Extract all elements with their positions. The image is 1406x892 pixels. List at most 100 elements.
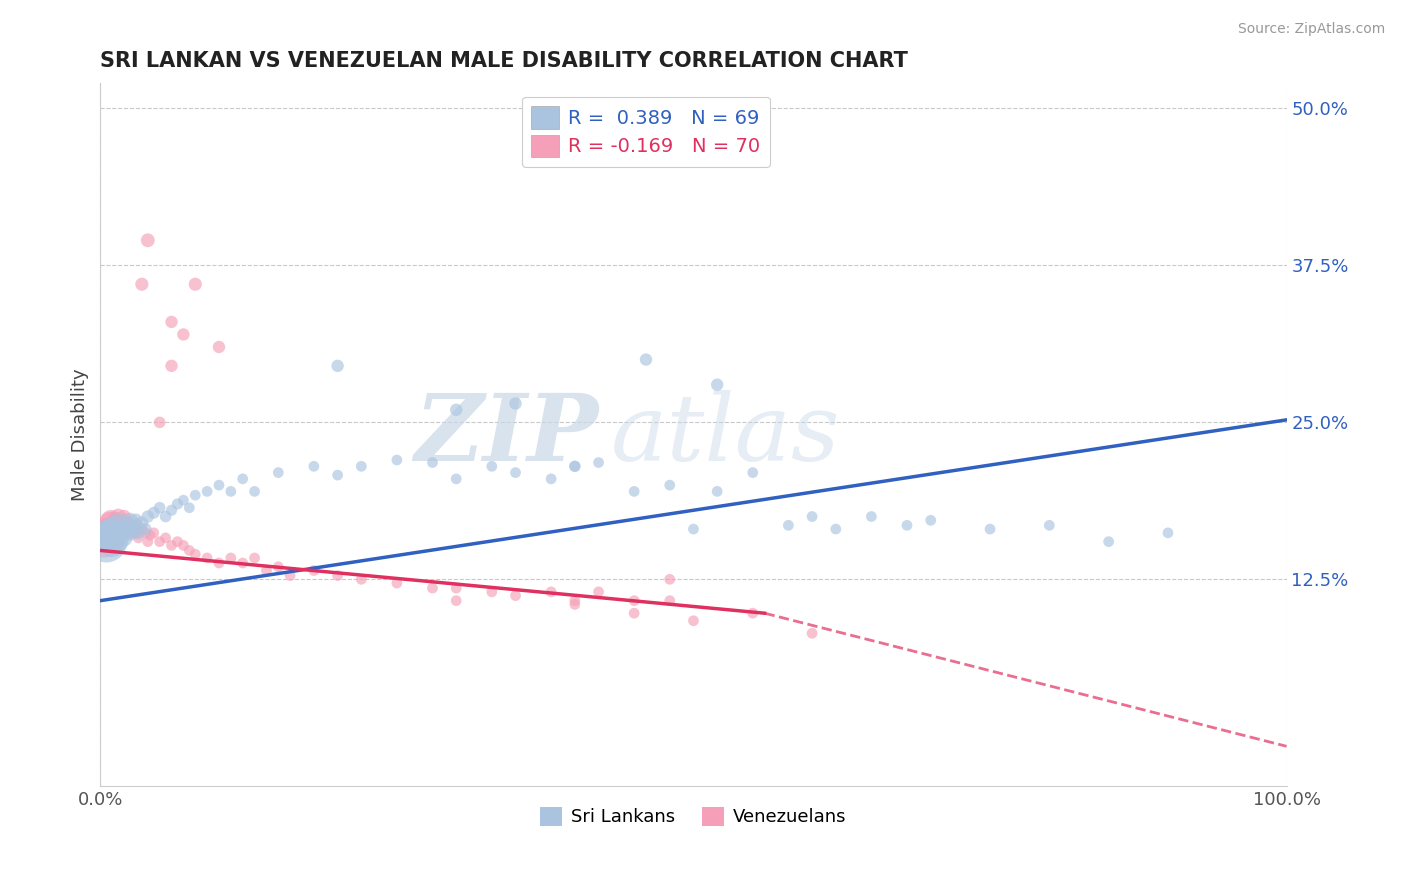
Point <box>96 534 118 549</box>
Point <box>184 277 207 292</box>
Point <box>166 534 188 549</box>
Point <box>104 513 127 527</box>
Point <box>278 568 301 582</box>
Point <box>588 585 610 599</box>
Point <box>93 531 115 545</box>
Point <box>422 581 444 595</box>
Point <box>101 525 124 540</box>
Point <box>505 589 527 603</box>
Point <box>131 516 153 530</box>
Point <box>111 525 134 540</box>
Point <box>118 525 141 540</box>
Point <box>326 359 349 373</box>
Point <box>208 340 231 354</box>
Point <box>179 543 201 558</box>
Point <box>107 509 129 524</box>
Point <box>127 525 149 540</box>
Point <box>184 488 207 502</box>
Point <box>350 572 373 586</box>
Point <box>125 513 148 527</box>
Text: ZIP: ZIP <box>415 390 599 480</box>
Point <box>824 522 846 536</box>
Point <box>96 525 118 540</box>
Point <box>195 484 218 499</box>
Point <box>801 626 824 640</box>
Point <box>160 315 183 329</box>
Point <box>179 500 201 515</box>
Point <box>107 534 129 549</box>
Point <box>98 516 121 530</box>
Point <box>564 459 586 474</box>
Point <box>267 559 290 574</box>
Point <box>623 606 645 620</box>
Point <box>125 525 148 540</box>
Point <box>741 606 763 620</box>
Point <box>267 466 290 480</box>
Point <box>634 352 657 367</box>
Point <box>920 513 942 527</box>
Point <box>111 516 134 530</box>
Point <box>208 478 231 492</box>
Point <box>658 478 681 492</box>
Point <box>149 534 172 549</box>
Point <box>422 456 444 470</box>
Point <box>160 359 183 373</box>
Point <box>1038 518 1060 533</box>
Point <box>112 522 135 536</box>
Point <box>136 233 159 247</box>
Point <box>860 509 883 524</box>
Point <box>219 551 242 566</box>
Point <box>682 522 704 536</box>
Point <box>540 585 562 599</box>
Point <box>101 518 124 533</box>
Point <box>122 522 145 536</box>
Point <box>131 277 153 292</box>
Point <box>155 531 177 545</box>
Point <box>184 547 207 561</box>
Point <box>444 402 467 417</box>
Point <box>232 472 254 486</box>
Point <box>658 572 681 586</box>
Text: SRI LANKAN VS VENEZUELAN MALE DISABILITY CORRELATION CHART: SRI LANKAN VS VENEZUELAN MALE DISABILITY… <box>100 51 908 70</box>
Y-axis label: Male Disability: Male Disability <box>72 368 89 501</box>
Point <box>101 538 124 552</box>
Point <box>979 522 1001 536</box>
Point <box>172 538 194 552</box>
Point <box>741 466 763 480</box>
Point <box>122 522 145 536</box>
Point <box>1157 525 1180 540</box>
Point <box>118 525 141 540</box>
Point <box>149 500 172 515</box>
Legend: Sri Lankans, Venezuelans: Sri Lankans, Venezuelans <box>533 800 853 834</box>
Point <box>658 593 681 607</box>
Point <box>166 497 188 511</box>
Point <box>505 466 527 480</box>
Point <box>564 459 586 474</box>
Point <box>682 614 704 628</box>
Point <box>160 538 183 552</box>
Point <box>115 513 138 527</box>
Point <box>505 396 527 410</box>
Point <box>97 528 120 542</box>
Point <box>134 522 156 536</box>
Point <box>350 459 373 474</box>
Point <box>540 472 562 486</box>
Point <box>139 528 162 542</box>
Point <box>101 522 124 536</box>
Point <box>385 576 408 591</box>
Point <box>112 531 135 545</box>
Point <box>125 518 148 533</box>
Point <box>103 524 125 539</box>
Point <box>142 506 165 520</box>
Point <box>112 509 135 524</box>
Point <box>481 459 503 474</box>
Point <box>778 518 800 533</box>
Point <box>134 525 156 540</box>
Point <box>112 518 135 533</box>
Point <box>118 513 141 527</box>
Point <box>107 516 129 530</box>
Point <box>155 509 177 524</box>
Point <box>125 518 148 533</box>
Point <box>385 453 408 467</box>
Point <box>481 585 503 599</box>
